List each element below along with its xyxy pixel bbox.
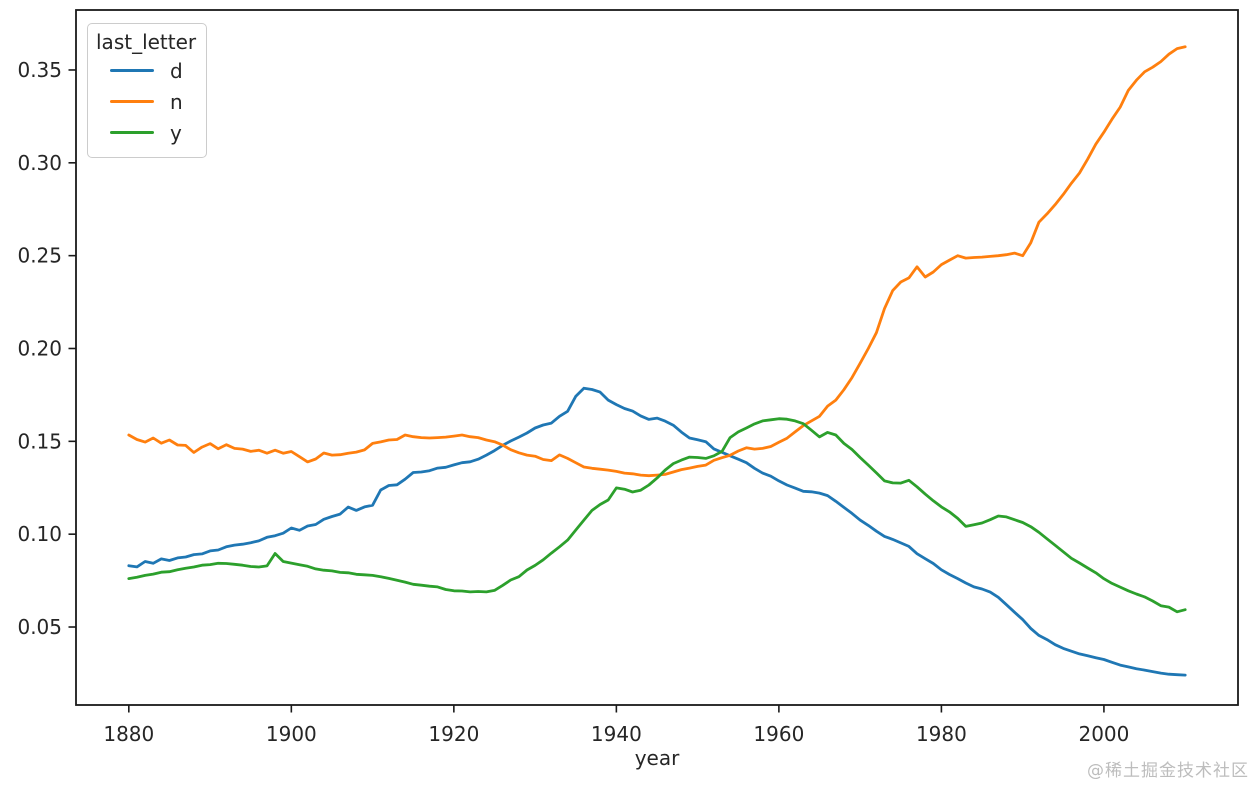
- series-line-y: [127, 417, 1187, 614]
- y-tick-label: 0.25: [17, 244, 62, 268]
- x-axis-label: year: [634, 746, 680, 770]
- y-tick-label: 0.05: [17, 615, 62, 639]
- legend-swatch-d: [110, 69, 154, 72]
- legend-label-y: y: [170, 120, 182, 145]
- y-tick-label: 0.20: [17, 336, 62, 360]
- legend-item-n: n: [96, 86, 198, 117]
- series-line-d: [127, 386, 1187, 677]
- legend-label-d: d: [170, 58, 183, 83]
- legend-swatch-n: [110, 100, 154, 103]
- x-tick-label: 1880: [103, 722, 154, 746]
- legend-item-d: d: [96, 55, 198, 86]
- watermark: @稀土掘金技术社区: [1087, 761, 1249, 781]
- legend-label-n: n: [170, 89, 183, 114]
- y-axis-ticks: 0.05 0.10 0.15 0.20 0.25 0.30 0.35: [17, 58, 76, 639]
- y-tick-label: 0.30: [17, 151, 62, 175]
- x-tick-label: 1900: [266, 722, 317, 746]
- x-axis-ticks: 1880 1900 1920 1940 1960 1980 2000: [103, 705, 1129, 746]
- legend-item-y: y: [96, 117, 198, 148]
- y-tick-label: 0.10: [17, 522, 62, 546]
- legend-swatch-y: [110, 131, 154, 134]
- x-tick-label: 1960: [753, 722, 804, 746]
- y-tick-label: 0.35: [17, 58, 62, 82]
- x-tick-label: 1920: [428, 722, 479, 746]
- x-tick-label: 2000: [1078, 722, 1129, 746]
- axes-spines: [75, 9, 1239, 706]
- y-tick-label: 0.15: [17, 429, 62, 453]
- series-line-n: [127, 45, 1187, 478]
- x-tick-label: 1940: [591, 722, 642, 746]
- legend-title: last_letter: [96, 30, 197, 54]
- x-tick-label: 1980: [916, 722, 967, 746]
